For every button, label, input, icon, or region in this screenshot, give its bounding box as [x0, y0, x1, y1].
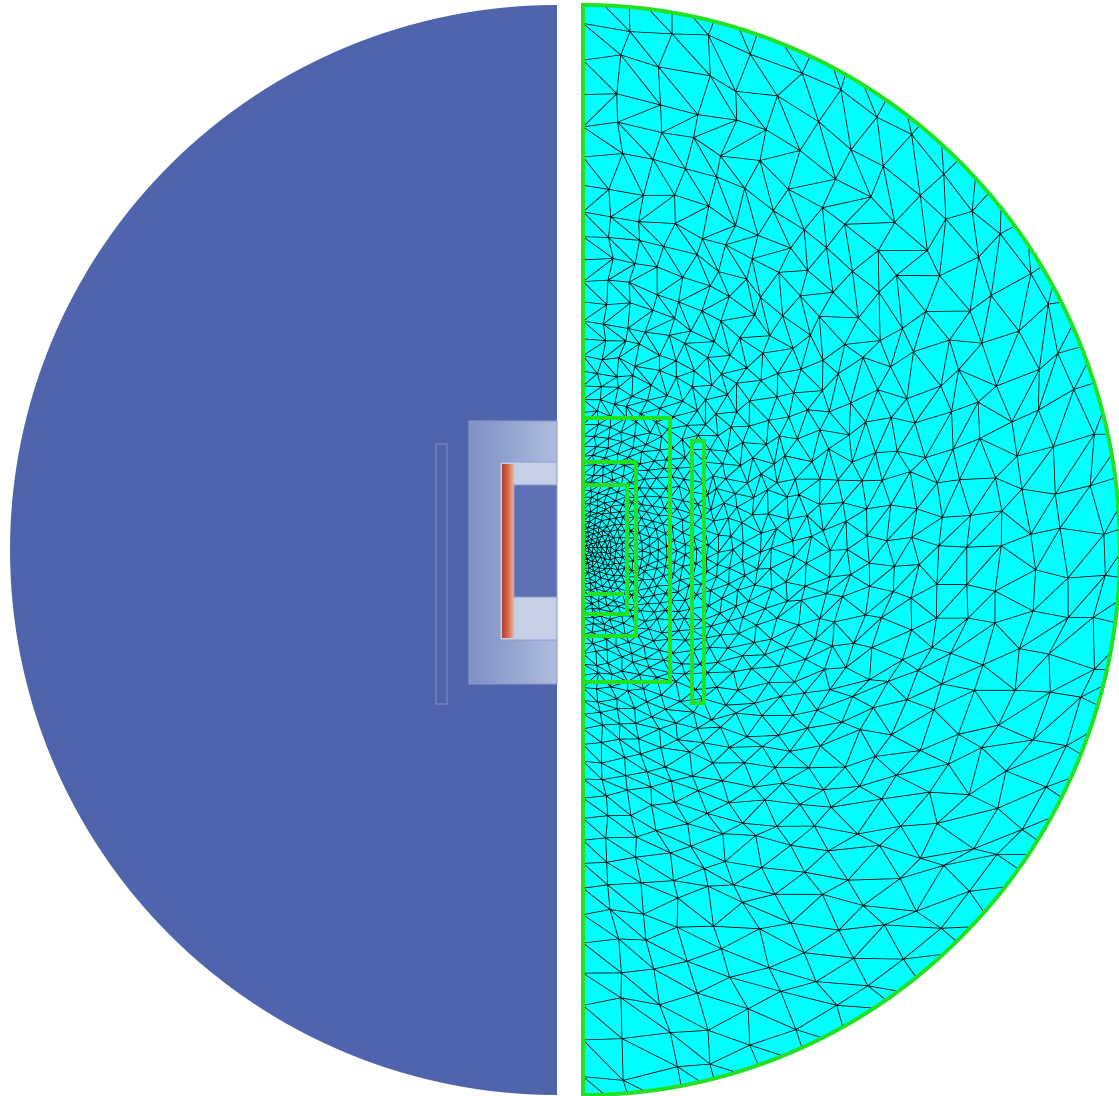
- winding-outline: [690, 439, 706, 705]
- field-coil-outline: [435, 443, 448, 705]
- core-outline: [583, 416, 672, 684]
- field-hotspot: [502, 464, 514, 638]
- mesh-boundary: [581, 2, 1119, 1096]
- mesh-subdomains: [583, 416, 706, 705]
- mesh-domain: [583, 5, 1119, 1095]
- inner-outline: [583, 483, 629, 616]
- field-inner: [513, 484, 558, 598]
- window-outline: [583, 460, 638, 638]
- field-domain: [10, 5, 557, 1095]
